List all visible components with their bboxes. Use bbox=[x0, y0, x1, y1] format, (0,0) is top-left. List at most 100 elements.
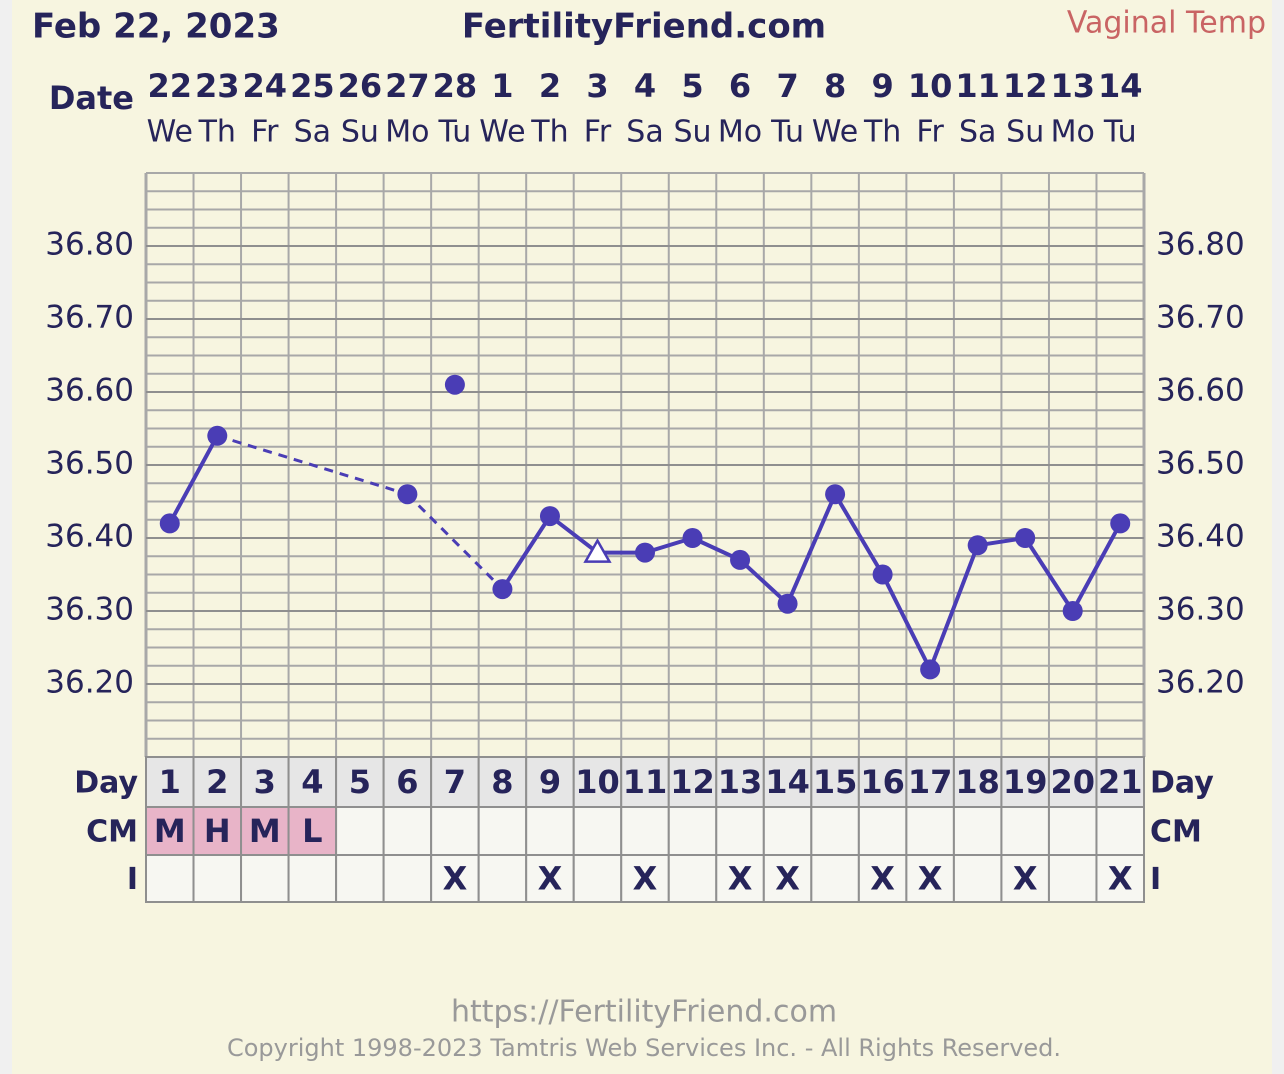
x-tick-label: 23 bbox=[195, 67, 240, 105]
x-tick-label: 4 bbox=[634, 67, 656, 105]
cm-cell-text: M bbox=[249, 812, 281, 850]
intercourse-cell-text: X bbox=[870, 860, 895, 898]
days-cell-text: 20 bbox=[1050, 763, 1095, 801]
table-cell bbox=[715, 806, 765, 856]
x-tick-label: 27 bbox=[385, 67, 430, 105]
days-cell-text: 4 bbox=[301, 763, 323, 801]
table-cell bbox=[1095, 854, 1146, 903]
table-cell bbox=[145, 854, 195, 903]
table-cell bbox=[477, 756, 528, 808]
line-segment bbox=[216, 434, 408, 496]
table-cell bbox=[620, 806, 670, 856]
point bbox=[682, 528, 703, 548]
y-tick-label-right: 36.40 bbox=[1156, 519, 1245, 555]
weekday-label: We bbox=[147, 115, 193, 150]
point bbox=[920, 659, 941, 680]
table-cell bbox=[762, 756, 813, 808]
x-tick-label: 26 bbox=[338, 67, 383, 105]
table-cell bbox=[335, 806, 385, 856]
table-cell bbox=[525, 806, 575, 856]
weekday-label: Sa bbox=[959, 115, 996, 150]
table-cell bbox=[335, 756, 385, 808]
table-cell bbox=[1000, 854, 1050, 903]
weekday-label: Fr bbox=[916, 115, 944, 150]
days-cell-text: 17 bbox=[908, 763, 953, 801]
days-cell-text: 16 bbox=[860, 763, 905, 801]
days-cell-text: 21 bbox=[1098, 763, 1143, 801]
intercourse-cell-text: X bbox=[1013, 860, 1038, 898]
days-cell-text: 13 bbox=[718, 763, 763, 801]
cm-cell-text: L bbox=[302, 812, 322, 850]
weekday-label: Th bbox=[530, 115, 568, 150]
line-segment bbox=[1023, 536, 1075, 613]
table-cell bbox=[1095, 756, 1146, 808]
y-tick-label-right: 36.30 bbox=[1156, 592, 1245, 628]
weekday-label: Th bbox=[863, 115, 901, 150]
table-cell bbox=[145, 806, 195, 856]
table-cell bbox=[335, 854, 385, 903]
table-cell bbox=[430, 854, 480, 903]
table-cell bbox=[382, 854, 433, 903]
point bbox=[492, 579, 513, 600]
y-tick-label-right: 36.70 bbox=[1156, 300, 1245, 336]
x-tick-label: 1 bbox=[491, 67, 513, 105]
days-cell-text: 5 bbox=[349, 763, 371, 801]
point bbox=[207, 425, 228, 446]
cm-cell-text: H bbox=[204, 812, 231, 850]
point bbox=[397, 484, 418, 505]
row-label: Day bbox=[74, 766, 138, 801]
days-cell-text: 9 bbox=[539, 763, 561, 801]
table-cell bbox=[287, 756, 338, 808]
table-cell bbox=[857, 806, 908, 856]
point bbox=[730, 549, 751, 570]
x-tick-label: 12 bbox=[1003, 67, 1048, 105]
x-tick-label: 9 bbox=[871, 67, 893, 105]
weekday-label: Su bbox=[1006, 115, 1044, 150]
weekday-label: Fr bbox=[584, 115, 612, 150]
table-cell bbox=[905, 854, 955, 903]
table-cell bbox=[1095, 806, 1146, 856]
intercourse-cell-text: X bbox=[775, 860, 800, 898]
weekday-label: We bbox=[479, 115, 525, 150]
table-cell bbox=[382, 806, 433, 856]
chart-title: FertilityFriend.com bbox=[462, 7, 826, 47]
weekday-label: Su bbox=[341, 115, 379, 150]
y-tick-label: 36.20 bbox=[45, 665, 134, 701]
row-label: CM bbox=[86, 815, 138, 850]
table-cell bbox=[857, 854, 908, 903]
days-cell-text: 10 bbox=[575, 763, 620, 801]
y-tick-label: 36.80 bbox=[45, 227, 134, 263]
weekday-label: Mo bbox=[385, 115, 429, 150]
x-tick-label: 3 bbox=[586, 67, 608, 105]
days-cell-text: 3 bbox=[254, 763, 276, 801]
table-cell bbox=[1047, 806, 1098, 856]
row-label-right: CM bbox=[1150, 815, 1202, 850]
table-cell bbox=[477, 854, 528, 903]
weekday-label: Sa bbox=[294, 115, 331, 150]
point bbox=[539, 506, 560, 527]
weekday-label: Th bbox=[198, 115, 236, 150]
line-segment bbox=[738, 558, 789, 606]
weekday-label: Mo bbox=[1051, 115, 1095, 150]
table-cell bbox=[382, 756, 433, 808]
days-cell-text: 6 bbox=[396, 763, 418, 801]
point bbox=[1110, 513, 1131, 534]
line-segment bbox=[168, 434, 220, 525]
point bbox=[1015, 528, 1036, 548]
x-tick-label: 10 bbox=[908, 67, 953, 105]
point bbox=[159, 513, 180, 534]
footer-copyright: Copyright 1998-2023 Tamtris Web Services… bbox=[227, 1034, 1061, 1062]
intercourse-cell-text: X bbox=[728, 860, 753, 898]
y-tick-label-right: 36.80 bbox=[1156, 227, 1245, 263]
table-cell bbox=[810, 806, 860, 856]
line-segment bbox=[1070, 522, 1122, 612]
table-cell bbox=[667, 806, 718, 856]
weekday-label: Tu bbox=[438, 115, 472, 150]
line-segment bbox=[880, 573, 932, 671]
days-cell-text: 8 bbox=[491, 763, 513, 801]
point-triangle bbox=[583, 538, 612, 563]
days-cell-text: 1 bbox=[159, 763, 181, 801]
y-tick-label: 36.70 bbox=[45, 300, 134, 336]
weekday-label: Tu bbox=[770, 115, 804, 150]
